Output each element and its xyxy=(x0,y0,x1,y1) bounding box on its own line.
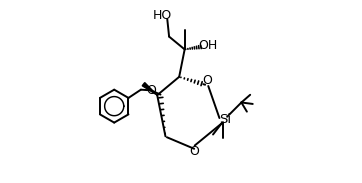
Text: Si: Si xyxy=(219,113,231,126)
Text: HO: HO xyxy=(153,9,172,23)
Text: O: O xyxy=(146,84,156,97)
Text: OH: OH xyxy=(198,39,218,52)
Polygon shape xyxy=(142,83,157,95)
Text: O: O xyxy=(189,145,199,158)
Text: O: O xyxy=(203,74,212,87)
